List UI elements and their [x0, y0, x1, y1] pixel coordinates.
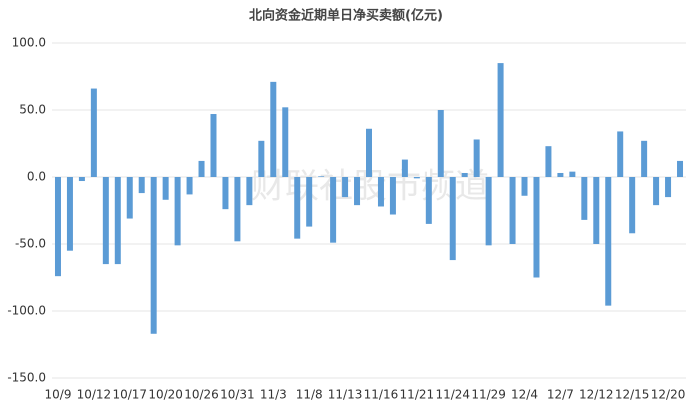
bar — [593, 177, 600, 244]
bar — [90, 88, 97, 177]
y-tick-label: 50.0 — [19, 103, 46, 117]
bar — [126, 177, 133, 219]
bar — [186, 177, 193, 195]
x-tick-label: 10/20 — [148, 388, 183, 402]
bar — [401, 159, 408, 177]
bar — [210, 114, 217, 177]
x-tick-label: 12/7 — [547, 388, 574, 402]
x-tick-label: 10/17 — [112, 388, 147, 402]
bar — [354, 177, 361, 206]
bar — [114, 177, 121, 265]
bar — [54, 177, 61, 277]
bar — [342, 177, 349, 198]
bar — [306, 177, 313, 227]
bar — [258, 140, 265, 177]
bar — [449, 177, 456, 261]
x-tick-label: 11/21 — [400, 388, 435, 402]
bar — [366, 128, 372, 177]
bar — [569, 171, 576, 177]
y-tick-label: 100.0 — [12, 36, 46, 50]
bar — [234, 177, 241, 242]
x-tick-label: 12/15 — [615, 388, 650, 402]
y-tick-label: -150.0 — [7, 371, 46, 385]
x-tick-label: 10/9 — [45, 388, 72, 402]
x-tick-label: 12/12 — [579, 388, 614, 402]
bar — [102, 177, 109, 265]
bar — [330, 177, 337, 243]
bar — [78, 177, 85, 182]
bar — [605, 177, 612, 306]
bar — [294, 177, 301, 239]
bar — [389, 177, 396, 215]
x-tick-label: 11/13 — [328, 388, 363, 402]
y-tick-label: 0.0 — [27, 170, 46, 184]
bar — [653, 177, 660, 206]
x-tick-label: 10/12 — [77, 388, 112, 402]
bar — [581, 177, 588, 220]
bar — [198, 160, 205, 177]
bar — [545, 146, 552, 177]
bar — [174, 177, 181, 246]
bar — [641, 140, 648, 177]
bar — [485, 177, 492, 246]
bar — [497, 63, 504, 177]
bar — [677, 160, 684, 177]
bar — [150, 177, 157, 334]
bar — [533, 177, 540, 278]
bar — [138, 177, 145, 194]
bar — [509, 177, 516, 244]
bar — [461, 172, 468, 177]
bar — [473, 139, 480, 177]
x-tick-label: 11/29 — [471, 388, 506, 402]
y-tick-label: -50.0 — [15, 237, 46, 251]
bar — [66, 177, 73, 251]
y-tick-label: -100.0 — [7, 304, 46, 318]
bar — [665, 177, 672, 198]
x-tick-label: 10/31 — [220, 388, 255, 402]
x-tick-label: 11/16 — [364, 388, 399, 402]
x-tick-label: 11/24 — [435, 388, 470, 402]
bar — [629, 177, 636, 234]
x-tick-label: 10/26 — [184, 388, 219, 402]
bar — [162, 177, 169, 200]
bar — [282, 107, 289, 177]
bar — [246, 177, 253, 206]
x-tick-label: 12/20 — [651, 388, 686, 402]
bar — [318, 176, 325, 177]
bar — [425, 177, 432, 224]
bar — [413, 177, 420, 179]
bar — [437, 110, 444, 177]
bar — [377, 177, 384, 207]
bar — [557, 172, 564, 177]
x-tick-label: 11/8 — [296, 388, 323, 402]
x-tick-label: 11/3 — [260, 388, 287, 402]
bar — [617, 131, 624, 177]
bar — [521, 177, 528, 196]
chart-title: 北向资金近期单日净买卖额(亿元) — [249, 8, 443, 24]
bar — [270, 81, 277, 177]
x-tick-label: 12/4 — [511, 388, 538, 402]
bar — [222, 177, 229, 210]
